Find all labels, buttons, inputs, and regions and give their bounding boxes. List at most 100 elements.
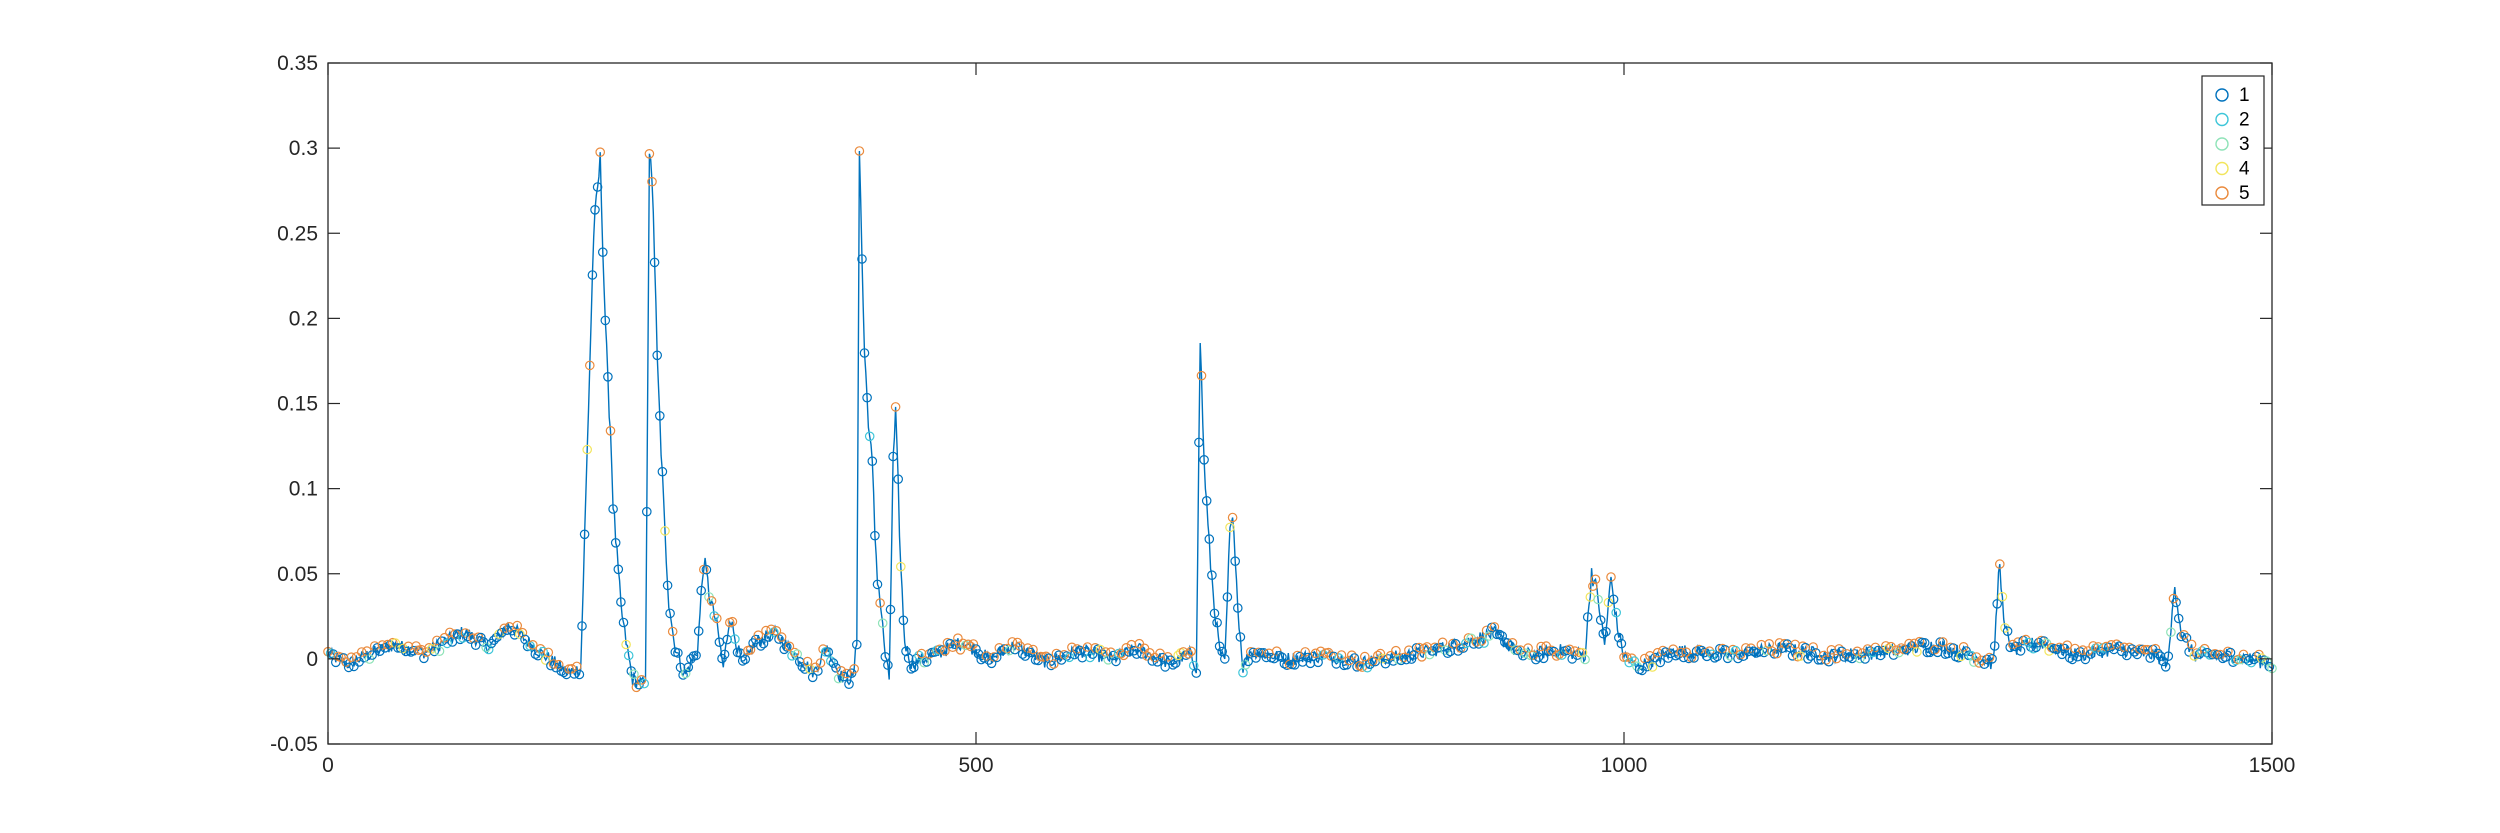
data-point	[2039, 636, 2049, 646]
data-point	[649, 257, 660, 268]
data-point	[2021, 634, 2031, 645]
data-point	[867, 456, 878, 466]
data-point	[890, 402, 901, 412]
y-tick-label: 0.35	[277, 52, 318, 75]
data-point	[429, 646, 440, 657]
data-point	[950, 639, 961, 650]
data-point	[693, 626, 704, 636]
data-point	[330, 657, 341, 668]
data-point	[1621, 652, 1632, 662]
data-point	[1212, 617, 1222, 628]
legend-entries: 1 2 3 4 5	[2215, 85, 2250, 204]
data-point	[2181, 633, 2192, 643]
data-point	[1704, 646, 1715, 656]
data-point	[1536, 641, 1546, 652]
data-point	[1442, 648, 1453, 658]
data-point	[1090, 642, 1100, 653]
data-point	[1987, 653, 1997, 664]
data-point	[854, 146, 865, 156]
data-point	[1875, 650, 1886, 661]
data-point	[1982, 654, 1992, 665]
data-point	[2002, 626, 2013, 636]
data-point	[369, 641, 380, 651]
data-point	[2173, 613, 2184, 624]
data-point	[2026, 642, 2036, 652]
data-point	[1209, 608, 1220, 619]
data-point	[561, 669, 572, 680]
data-point	[2158, 656, 2168, 667]
data-point	[634, 679, 644, 690]
data-point	[587, 270, 598, 280]
data-point	[1258, 647, 1269, 658]
data-point	[1575, 647, 1585, 658]
data-point	[1606, 572, 1616, 582]
data-point	[706, 596, 717, 606]
data-point	[551, 662, 561, 673]
data-point	[1230, 556, 1240, 566]
data-point	[2023, 637, 2034, 648]
data-point	[1448, 638, 1458, 649]
data-point	[823, 647, 834, 657]
data-point	[1191, 668, 1202, 678]
x-tick-label: 1500	[2249, 754, 2296, 777]
data-point	[807, 672, 818, 683]
data-point	[559, 667, 569, 678]
data-point	[776, 632, 787, 642]
data-point	[1601, 626, 1611, 637]
data-point	[701, 564, 712, 575]
data-point	[1627, 653, 1637, 663]
data-point	[1313, 657, 1323, 668]
data-point	[1966, 650, 1977, 661]
data-point	[940, 646, 950, 656]
data-point	[489, 635, 499, 645]
data-point	[1435, 642, 1445, 653]
data-point	[1082, 642, 1093, 652]
data-point	[1647, 662, 1658, 672]
data-point	[631, 682, 642, 693]
data-point	[1207, 570, 1217, 580]
legend-marker	[2215, 112, 2229, 127]
data-point	[1598, 628, 1609, 639]
series-line-layer	[327, 150, 2273, 688]
data-point	[1974, 658, 1984, 668]
data-point	[1995, 559, 2005, 569]
data-point	[613, 564, 624, 575]
data-point	[463, 631, 473, 642]
data-point	[911, 653, 922, 664]
data-point	[1479, 638, 1489, 648]
data-point	[2062, 640, 2072, 650]
data-point	[789, 647, 800, 658]
y-tick-label: 0.2	[289, 307, 318, 330]
data-point	[574, 669, 585, 680]
data-point	[1183, 649, 1194, 659]
data-point	[1538, 653, 1549, 664]
data-point	[1668, 644, 1678, 654]
data-point	[1004, 645, 1015, 656]
plot-area-background	[328, 63, 2272, 744]
data-point	[880, 651, 891, 662]
y-tick-label: 0.1	[289, 478, 318, 501]
data-point	[1373, 650, 1383, 661]
data-point	[1564, 644, 1575, 655]
data-point	[2132, 649, 2142, 660]
data-point	[584, 360, 595, 371]
data-point	[971, 644, 981, 654]
data-point	[610, 537, 621, 548]
data-point	[1028, 644, 1038, 655]
data-point	[1199, 454, 1209, 465]
data-point	[592, 182, 603, 192]
data-point	[680, 668, 691, 679]
data-point	[390, 638, 401, 648]
data-point	[1344, 655, 1354, 666]
data-point	[1891, 645, 1901, 655]
data-point	[1979, 659, 1990, 669]
data-point	[2057, 649, 2067, 660]
data-point	[1497, 631, 1507, 641]
data-point	[968, 639, 979, 649]
data-point	[1855, 653, 1865, 664]
x-tick-label: 1000	[1601, 754, 1648, 777]
data-point	[2150, 643, 2161, 654]
data-point	[2088, 641, 2098, 651]
data-point	[1798, 641, 1808, 651]
legend-marker	[2215, 186, 2229, 200]
